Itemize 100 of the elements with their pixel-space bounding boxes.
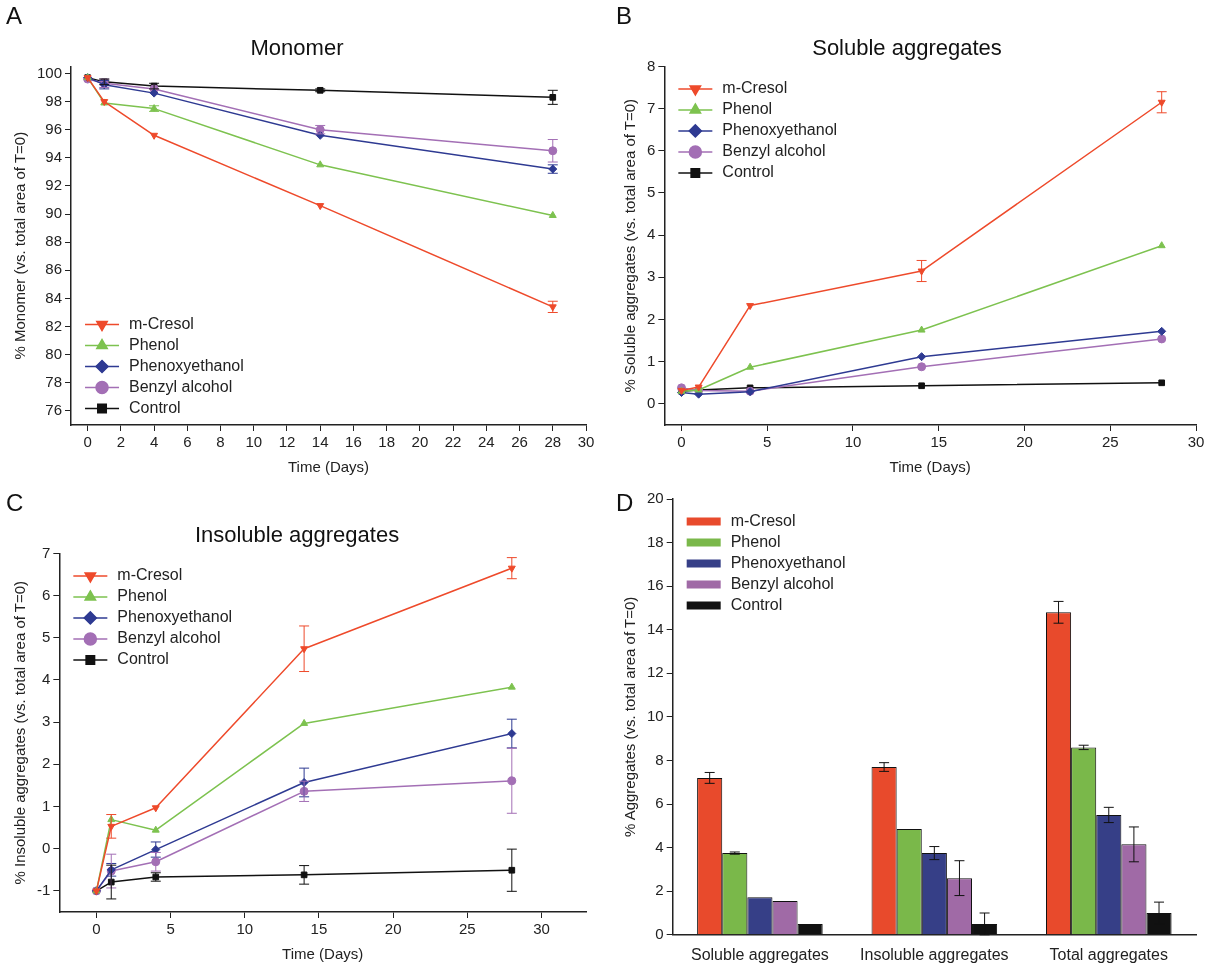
legend-label: Phenoxyethanol <box>129 356 244 374</box>
chart-title: Soluble aggregates <box>812 35 1002 61</box>
y-tick-label: 2 <box>655 881 664 899</box>
y-tick-label: 16 <box>647 576 664 594</box>
x-tick-label: 24 <box>477 433 495 451</box>
x-tick-label: 22 <box>444 433 462 451</box>
y-tick-label: 7 <box>647 98 656 116</box>
y-tick-label: 12 <box>647 663 664 681</box>
text: D <box>616 489 634 517</box>
y-tick-label: 4 <box>41 670 51 688</box>
legend-label: m-Cresol <box>730 511 796 529</box>
x-tick-label: 10 <box>844 433 862 451</box>
y-tick-label: 96 <box>45 119 63 137</box>
y-tick-label: 1 <box>41 796 51 814</box>
x-tick-label: 25 <box>458 920 476 938</box>
y-tick-label: 3 <box>647 267 656 285</box>
y-tick-label: 2 <box>647 309 656 327</box>
y-tick-label: 5 <box>41 627 51 645</box>
y-tick-label: 6 <box>647 140 656 158</box>
y-axis-title: % Insoluble aggregates (vs. total area of T=0) <box>11 580 29 885</box>
y-tick-label: 10 <box>647 707 664 725</box>
y-tick-label: 8 <box>655 750 664 768</box>
y-axis-title: % Aggregates (vs. total area of T=0) <box>621 596 639 838</box>
y-tick-label: 7 <box>41 543 51 561</box>
y-tick-label: 8 <box>647 56 656 74</box>
y-tick-label: 5 <box>647 183 656 201</box>
legend-label: Benzyl alcohol <box>730 574 834 592</box>
x-tick-label: 0 <box>92 920 101 938</box>
legend-label: Phenol <box>730 532 781 550</box>
x-tick-label: 28 <box>544 433 562 451</box>
x-tick-label: 6 <box>183 433 192 451</box>
y-tick-label: 90 <box>45 204 63 222</box>
x-tick-label: 20 <box>1016 433 1033 451</box>
legend-label: Control <box>722 163 774 181</box>
x-tick-label: Soluble aggregates <box>690 945 829 963</box>
chart-title: Monomer <box>250 35 344 61</box>
y-tick-label: 1 <box>647 351 656 369</box>
y-tick-label: 88 <box>45 232 63 250</box>
y-tick-label: 94 <box>45 147 63 165</box>
x-tick-label: 0 <box>677 433 686 451</box>
y-tick-label: 80 <box>45 344 63 362</box>
y-tick-label: 4 <box>655 837 664 855</box>
y-tick-label: 82 <box>45 316 63 334</box>
legend-label: Control <box>730 595 783 613</box>
y-axis-title: % Monomer (vs. total area of T=0) <box>11 131 29 360</box>
legend-label: Phenoxyethanol <box>730 553 846 571</box>
y-tick-label: 0 <box>647 394 656 412</box>
y-tick-label: 2 <box>41 754 51 772</box>
legend-label: Control <box>117 650 169 668</box>
text: B <box>616 2 633 30</box>
text: A <box>6 2 23 30</box>
legend-label: Phenol <box>129 335 179 353</box>
x-tick-label: 8 <box>216 433 225 451</box>
x-tick-label: 14 <box>311 433 329 451</box>
legend-label: Phenoxyethanol <box>117 608 233 626</box>
legend-label: m-Cresol <box>722 79 788 97</box>
legend-label: Phenoxyethanol <box>722 121 838 139</box>
y-tick-label: 84 <box>45 288 63 306</box>
y-tick-label: 98 <box>45 91 63 109</box>
x-tick-label: 0 <box>83 433 92 451</box>
y-tick-label: 76 <box>45 401 63 419</box>
y-tick-label: 6 <box>655 794 664 812</box>
y-tick-label: 0 <box>41 838 51 856</box>
x-tick-label: 5 <box>763 433 772 451</box>
x-tick-label: 5 <box>166 920 175 938</box>
y-tick-label: 6 <box>41 585 51 603</box>
y-tick-label: 92 <box>45 176 63 194</box>
legend-label: Phenol <box>722 100 773 118</box>
y-tick-label: 3 <box>41 712 51 730</box>
y-tick-label: 86 <box>45 260 63 278</box>
y-tick-label: 14 <box>647 619 664 637</box>
x-tick-label: 15 <box>310 920 328 938</box>
x-tick-label: 10 <box>245 433 263 451</box>
x-tick-label: 20 <box>411 433 429 451</box>
y-tick-label: 78 <box>45 372 63 390</box>
y-tick-label: -1 <box>36 881 51 899</box>
x-axis-title: Time (Days) <box>282 945 364 963</box>
x-tick-label: 10 <box>236 920 254 938</box>
text: C <box>6 489 24 517</box>
legend-label: Benzyl alcohol <box>117 629 221 647</box>
x-tick-label: 18 <box>378 433 395 451</box>
y-tick-label: 4 <box>647 225 656 243</box>
legend-label: Benzyl alcohol <box>722 142 826 160</box>
y-tick-label: 20 <box>647 489 664 507</box>
x-tick-label: 30 <box>1187 433 1205 451</box>
legend-label: Phenol <box>117 587 168 605</box>
x-tick-label: 26 <box>511 433 528 451</box>
legend-label: m-Cresol <box>129 314 194 332</box>
x-tick-label: Insoluble aggregates <box>860 945 1009 963</box>
x-tick-label: 25 <box>1101 433 1119 451</box>
chart-title: Insoluble aggregates <box>194 522 400 548</box>
x-tick-label: 30 <box>577 433 595 451</box>
x-tick-label: Total aggregates <box>1049 945 1168 963</box>
x-tick-label: 16 <box>345 433 362 451</box>
legend-label: Benzyl alcohol <box>129 377 233 395</box>
legend-label: m-Cresol <box>117 566 183 584</box>
x-axis-title: Time (Days) <box>889 458 971 476</box>
x-tick-label: 4 <box>149 433 159 451</box>
x-axis-title: Time (Days) <box>287 458 370 476</box>
x-tick-label: 12 <box>278 433 296 451</box>
